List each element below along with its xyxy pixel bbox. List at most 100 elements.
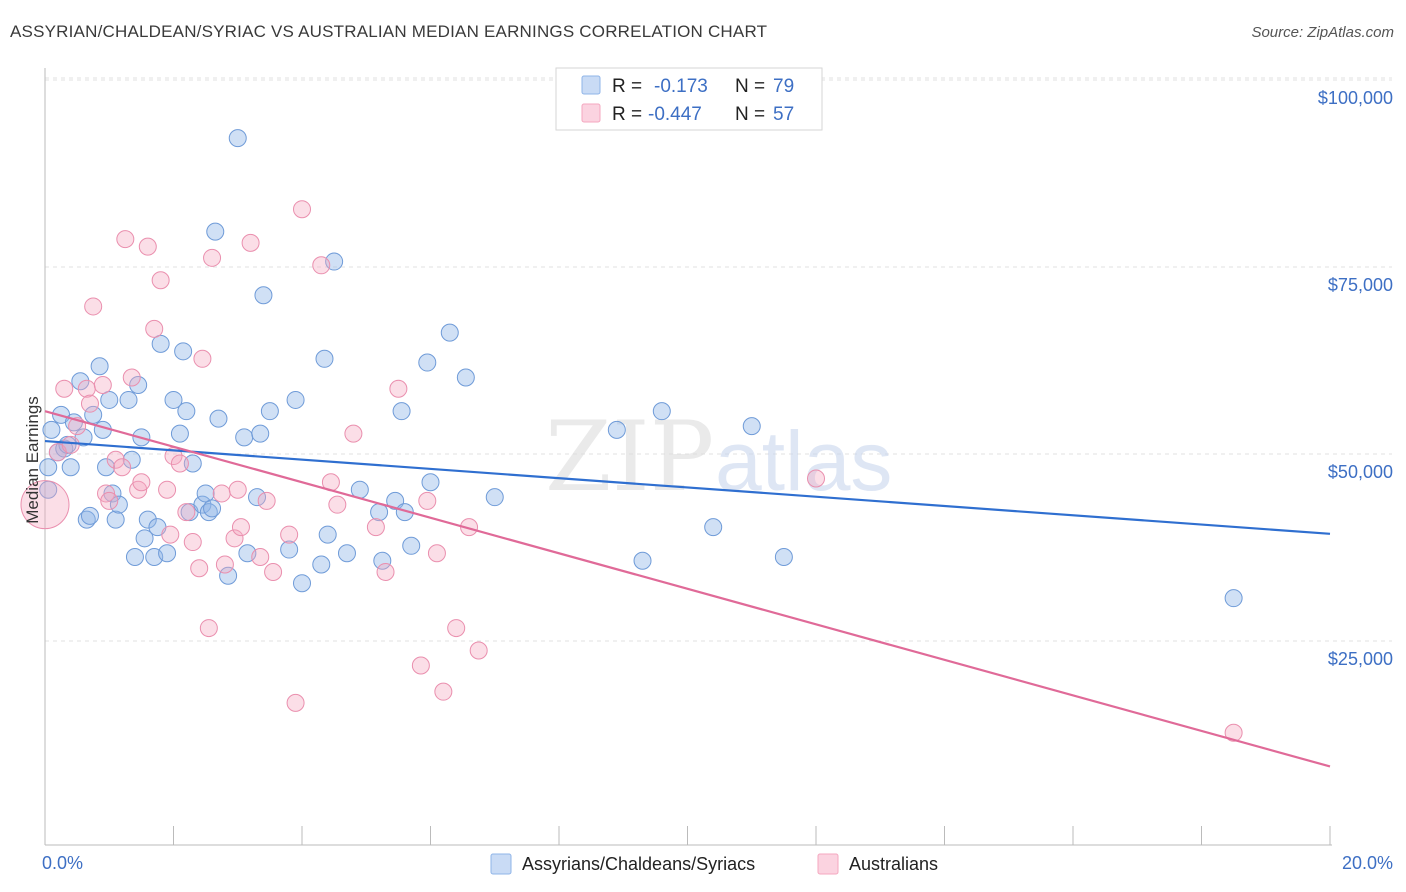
point-australians-18 <box>145 319 164 338</box>
point-australians-40 <box>286 693 305 712</box>
point-assyrians-33 <box>170 424 189 443</box>
point-assyrians-77 <box>1224 589 1243 608</box>
point-australians-19 <box>151 271 170 290</box>
point-assyrians-43 <box>219 566 238 585</box>
point-australians-10 <box>100 491 119 510</box>
point-assyrians-52 <box>286 390 305 409</box>
point-australians-31 <box>215 555 234 574</box>
point-australians-53 <box>447 619 466 638</box>
point-assyrians-54 <box>312 555 331 574</box>
axes <box>44 68 1332 846</box>
chart-source: Source: ZipAtlas.com <box>1251 24 1394 41</box>
x-tick-min: 0.0% <box>42 853 83 873</box>
chart-title: ASSYRIAN/CHALDEAN/SYRIAC VS AUSTRALIAN M… <box>10 22 768 41</box>
y-tick-labels: $25,000 $50,000 $75,000 $100,000 <box>1318 88 1393 669</box>
point-assyrians-9 <box>71 372 90 391</box>
point-assyrians-24 <box>129 375 148 394</box>
point-assyrians-48 <box>251 424 270 443</box>
point-assyrians-7 <box>61 458 80 477</box>
point-assyrians-44 <box>228 129 247 148</box>
point-australians-8 <box>93 375 112 394</box>
bottom-legend-swatch-assyrians <box>490 853 512 875</box>
bottom-legend: Assyrians/Chaldeans/Syriacs Australians <box>490 853 938 875</box>
x-tick-max: 20.0% <box>1342 853 1393 873</box>
point-australians-37 <box>257 491 276 510</box>
watermark-atlas: atlas <box>715 414 892 508</box>
legend-swatch-australians <box>581 103 601 123</box>
legend-r-label-1: R = <box>612 76 642 97</box>
point-assyrians-75 <box>742 417 761 436</box>
point-assyrians-23 <box>125 548 144 567</box>
point-australians-27 <box>193 349 212 368</box>
y-axis-label: Median Earnings <box>23 396 42 524</box>
point-assyrians-19 <box>106 510 125 529</box>
watermark: ZIP atlas <box>545 401 892 513</box>
point-assyrians-56 <box>318 525 337 544</box>
bottom-legend-label-australians: Australians <box>849 854 938 874</box>
legend-swatch-assyrians <box>581 75 601 95</box>
point-assyrians-68 <box>440 323 459 342</box>
trend-line-australians <box>44 410 1331 768</box>
point-assyrians-61 <box>373 551 392 570</box>
point-assyrians-20 <box>109 495 128 514</box>
point-assyrians-63 <box>392 402 411 421</box>
point-assyrians-37 <box>183 454 202 473</box>
point-assyrians-71 <box>607 420 626 439</box>
y-tick-label-0: $25,000 <box>1328 649 1393 669</box>
trend-line-assyrians <box>44 439 1331 535</box>
point-assyrians-41 <box>206 222 225 241</box>
point-assyrians-0 <box>39 458 58 477</box>
point-assyrians-35 <box>177 402 196 421</box>
point-australians-52 <box>434 682 453 701</box>
point-australians-49 <box>411 656 430 675</box>
point-assyrians-27 <box>138 510 157 529</box>
point-assyrians-47 <box>248 488 267 507</box>
point-assyrians-32 <box>164 390 183 409</box>
bottom-legend-label-assyrians: Assyrians/Chaldeans/Syriacs <box>522 854 755 874</box>
point-australians-17 <box>138 237 157 256</box>
point-australians-24 <box>177 503 196 522</box>
point-australians-26 <box>190 559 209 578</box>
point-assyrians-38 <box>193 495 212 514</box>
point-australians-25 <box>183 533 202 552</box>
point-assyrians-30 <box>151 334 170 353</box>
watermark-zip: ZIP <box>545 401 714 513</box>
point-assyrians-53 <box>293 574 311 593</box>
point-australians-34 <box>231 518 250 537</box>
point-assyrians-21 <box>119 390 138 409</box>
point-australians-35 <box>241 233 260 252</box>
point-australians-56 <box>807 469 825 488</box>
point-australians-14 <box>122 368 141 387</box>
y-tick-label-3: $100,000 <box>1318 88 1393 108</box>
point-australians-42 <box>312 256 331 275</box>
point-australians-6 <box>80 394 99 413</box>
point-australians-11 <box>106 450 125 469</box>
point-assyrians-2 <box>42 420 61 439</box>
point-australians-20 <box>158 480 177 499</box>
point-assyrians-69 <box>456 368 475 387</box>
point-assyrians-67 <box>421 473 440 492</box>
point-assyrians-78 <box>203 499 222 518</box>
legend-row-assyrians: R = -0.173 N = 79 <box>581 75 794 97</box>
point-assyrians-31 <box>158 544 177 563</box>
point-assyrians-66 <box>418 353 437 372</box>
point-australians-47 <box>376 562 395 581</box>
point-australians-32 <box>225 529 244 548</box>
point-assyrians-65 <box>402 536 421 555</box>
point-assyrians-22 <box>122 450 141 469</box>
legend-r-label-2: R = <box>612 104 642 125</box>
point-assyrians-45 <box>235 428 254 447</box>
point-assyrians-58 <box>337 544 356 563</box>
point-australians-46 <box>366 518 385 537</box>
legend-r-value-2: -0.447 <box>648 104 702 125</box>
x-tick-labels: 0.0% 20.0% <box>42 853 1393 873</box>
point-australians-2 <box>55 379 74 398</box>
y-tick-label-2: $75,000 <box>1328 275 1393 295</box>
point-australians-57 <box>1224 723 1243 742</box>
point-australians-38 <box>264 562 283 581</box>
point-assyrians-55 <box>315 349 334 368</box>
legend-row-australians: R = -0.447 N = 57 <box>581 103 794 125</box>
point-assyrians-26 <box>135 529 154 548</box>
legend-n-label-1: N = <box>735 76 765 97</box>
point-australians-13 <box>116 230 135 249</box>
